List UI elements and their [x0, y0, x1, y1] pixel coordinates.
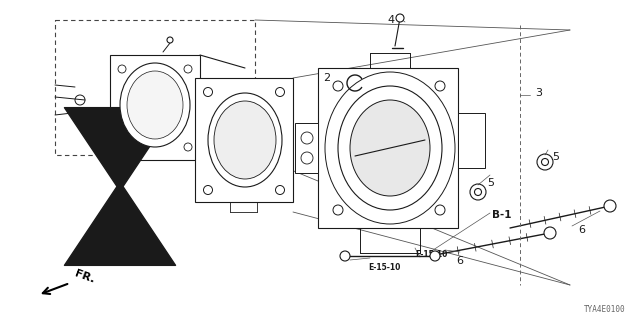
Text: E-15-10: E-15-10	[368, 263, 401, 272]
Ellipse shape	[208, 93, 282, 187]
Text: 3: 3	[535, 88, 542, 98]
Text: E-15-10: E-15-10	[415, 250, 447, 259]
Text: 6: 6	[456, 256, 463, 266]
Circle shape	[541, 158, 548, 165]
Ellipse shape	[214, 101, 276, 179]
Text: 5: 5	[552, 152, 559, 162]
Text: 4: 4	[388, 15, 395, 25]
Circle shape	[604, 200, 616, 212]
Circle shape	[474, 188, 481, 196]
Text: 1: 1	[268, 125, 275, 135]
Text: B-1: B-1	[492, 210, 511, 220]
Circle shape	[340, 251, 350, 261]
Polygon shape	[110, 55, 200, 160]
Ellipse shape	[120, 63, 190, 147]
Text: FR.: FR.	[73, 268, 96, 285]
Circle shape	[396, 14, 404, 22]
Text: 5: 5	[487, 178, 494, 188]
Polygon shape	[295, 123, 318, 173]
Text: TYA4E0100: TYA4E0100	[584, 305, 625, 314]
Ellipse shape	[338, 86, 442, 210]
Circle shape	[544, 227, 556, 239]
Polygon shape	[318, 68, 458, 228]
Text: 2: 2	[323, 73, 330, 83]
Polygon shape	[458, 113, 485, 168]
Circle shape	[430, 251, 440, 261]
Text: 6: 6	[578, 225, 585, 235]
Polygon shape	[195, 78, 293, 202]
Ellipse shape	[127, 71, 183, 139]
Circle shape	[167, 37, 173, 43]
Text: E-3: E-3	[111, 202, 129, 212]
Ellipse shape	[350, 100, 430, 196]
Bar	[55, 20, 255, 155]
